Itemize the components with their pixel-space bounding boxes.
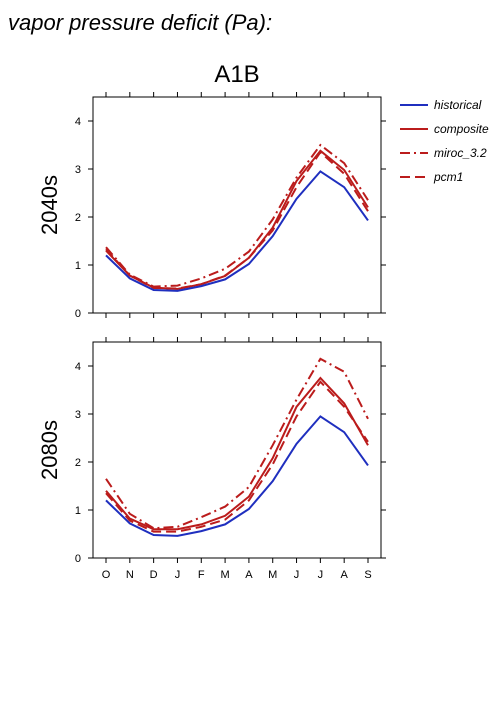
y-tick-label: 4	[75, 116, 81, 128]
y-tick-label: 1	[75, 260, 81, 272]
series-line-miroc_3.2	[105, 143, 369, 288]
x-tick-label: A	[245, 569, 253, 581]
x-tick-label: D	[150, 569, 158, 581]
legend-label: historical	[434, 98, 482, 112]
legend-label: miroc_3.2	[434, 146, 487, 160]
y-tick-label: 0	[75, 553, 81, 565]
y-tick-label: 0	[75, 308, 81, 320]
y-tick-label: 2	[75, 212, 81, 224]
plot-frame	[92, 96, 382, 314]
legend-label: pcm1	[433, 170, 463, 184]
x-tick-label: O	[102, 569, 111, 581]
series-line-pcm1	[105, 380, 369, 533]
panel-label: 2040s	[37, 175, 62, 235]
x-tick-label: M	[221, 569, 230, 581]
x-tick-label: J	[175, 569, 181, 581]
chart-panels: 0 1 2 3 4 2040s 0 1 2 3 4 O N D J F M A M J J A S 2080s	[37, 92, 386, 581]
chart-legend: historical composite miroc_3.2 pcm1	[400, 98, 489, 184]
x-tick-label: N	[126, 569, 134, 581]
x-tick-label: A	[341, 569, 349, 581]
series-line-pcm1	[105, 150, 369, 290]
x-tick-label: J	[318, 569, 324, 581]
series-line-composite	[105, 149, 369, 291]
panel-label: 2080s	[37, 420, 62, 480]
series-line-historical	[105, 170, 369, 292]
y-tick-label: 1	[75, 505, 81, 517]
x-tick-label: M	[268, 569, 277, 581]
scenario-title: A1B	[214, 61, 259, 88]
y-tick-label: 4	[75, 361, 81, 373]
y-tick-label: 2	[75, 457, 81, 469]
legend-label: composite	[434, 122, 489, 136]
x-tick-label: F	[198, 569, 205, 581]
y-tick-label: 3	[75, 409, 81, 421]
series-line-composite	[105, 376, 369, 531]
page-title: vapor pressure deficit (Pa):	[8, 10, 272, 35]
panel-2080s: 0 1 2 3 4 O N D J F M A M J J A S 2080s	[37, 337, 386, 581]
x-tick-label: J	[294, 569, 300, 581]
y-tick-label: 3	[75, 164, 81, 176]
series-line-miroc_3.2	[105, 357, 369, 530]
x-tick-label: S	[364, 569, 371, 581]
series-line-historical	[105, 415, 369, 537]
plot-frame	[92, 341, 382, 559]
panel-2040s: 0 1 2 3 4 2040s	[37, 92, 386, 320]
